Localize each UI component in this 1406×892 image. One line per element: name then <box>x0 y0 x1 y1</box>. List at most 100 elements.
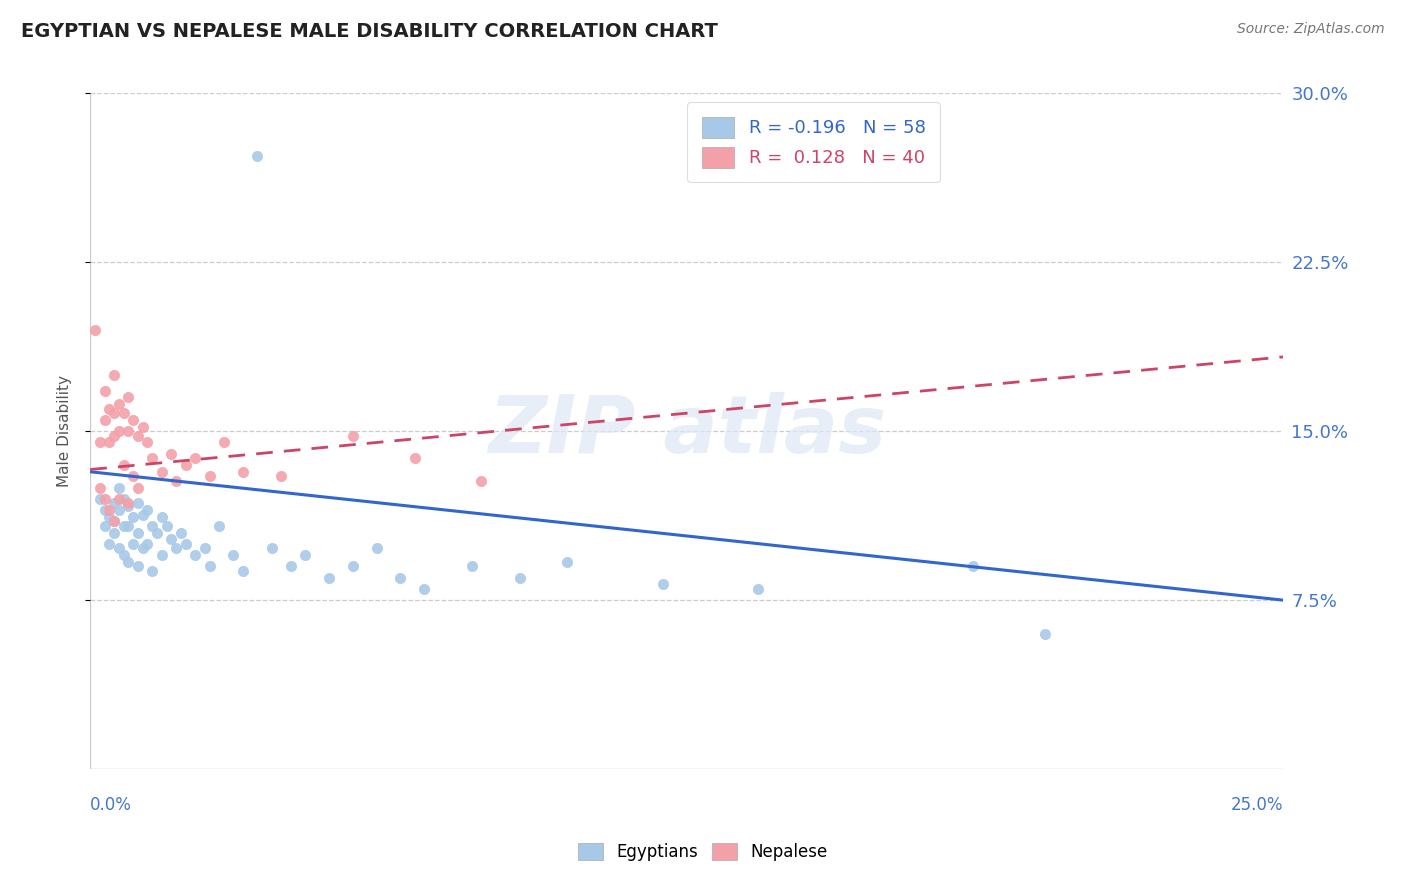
Point <box>93 384 115 398</box>
Point <box>108 503 131 517</box>
Point <box>184 548 207 562</box>
Point <box>184 451 207 466</box>
Point <box>160 447 183 461</box>
Point <box>366 541 388 556</box>
Point <box>103 428 125 442</box>
Point <box>155 518 177 533</box>
Point <box>103 406 125 420</box>
Point <box>222 548 245 562</box>
Point <box>108 424 131 438</box>
Point <box>413 582 436 596</box>
Point <box>132 541 155 556</box>
Text: Source: ZipAtlas.com: Source: ZipAtlas.com <box>1237 22 1385 37</box>
Point <box>112 458 135 472</box>
Point <box>557 555 579 569</box>
Point <box>389 571 412 585</box>
Point <box>117 518 139 533</box>
Point <box>93 491 115 506</box>
Point <box>174 458 197 472</box>
Point <box>103 514 125 528</box>
Point <box>1033 627 1056 641</box>
Point <box>122 509 145 524</box>
Point <box>84 323 107 337</box>
Point <box>198 469 221 483</box>
Point <box>103 525 125 540</box>
Point <box>962 559 984 574</box>
Point <box>98 509 121 524</box>
Point <box>112 406 135 420</box>
Point <box>93 518 115 533</box>
Point <box>108 481 131 495</box>
Point <box>146 525 169 540</box>
Point <box>342 559 364 574</box>
Legend: Egyptians, Nepalese: Egyptians, Nepalese <box>572 836 834 868</box>
Point <box>132 419 155 434</box>
Point <box>117 496 139 510</box>
Point <box>93 503 115 517</box>
Point <box>117 555 139 569</box>
Point <box>461 559 484 574</box>
Point <box>117 424 139 438</box>
Point <box>127 428 149 442</box>
Point <box>318 571 340 585</box>
Point <box>141 451 163 466</box>
Point <box>194 541 217 556</box>
Point <box>93 413 115 427</box>
Point <box>122 413 145 427</box>
Point <box>270 469 292 483</box>
Point <box>108 541 131 556</box>
Point <box>160 533 183 547</box>
Point <box>98 537 121 551</box>
Point <box>150 509 173 524</box>
Point <box>404 451 426 466</box>
Text: EGYPTIAN VS NEPALESE MALE DISABILITY CORRELATION CHART: EGYPTIAN VS NEPALESE MALE DISABILITY COR… <box>21 22 718 41</box>
Point <box>165 541 187 556</box>
Legend: R = -0.196   N = 58, R =  0.128   N = 40: R = -0.196 N = 58, R = 0.128 N = 40 <box>688 103 941 182</box>
Point <box>127 496 149 510</box>
Point <box>89 435 111 450</box>
Y-axis label: Male Disability: Male Disability <box>58 376 72 487</box>
Point <box>170 525 193 540</box>
Point <box>294 548 316 562</box>
Point <box>108 397 131 411</box>
Point <box>150 465 173 479</box>
Point <box>89 491 111 506</box>
Point <box>470 474 492 488</box>
Text: ZIP atlas: ZIP atlas <box>488 392 886 470</box>
Point <box>260 541 283 556</box>
Point <box>651 577 673 591</box>
Point <box>150 548 173 562</box>
Point <box>342 428 364 442</box>
Point <box>127 525 149 540</box>
Point <box>103 496 125 510</box>
Point <box>108 491 131 506</box>
Point <box>280 559 302 574</box>
Point <box>232 564 254 578</box>
Point <box>246 149 269 163</box>
Point <box>127 559 149 574</box>
Point <box>132 508 155 522</box>
Point <box>117 391 139 405</box>
Point <box>165 474 187 488</box>
Point <box>98 435 121 450</box>
Point <box>122 469 145 483</box>
Point <box>112 518 135 533</box>
Point <box>208 518 231 533</box>
Point <box>112 548 135 562</box>
Point <box>747 582 769 596</box>
Point <box>212 435 235 450</box>
Point <box>136 435 159 450</box>
Text: 25.0%: 25.0% <box>1230 797 1284 814</box>
Point <box>117 499 139 513</box>
Point <box>141 564 163 578</box>
Point <box>112 491 135 506</box>
Point <box>509 571 531 585</box>
Point <box>141 518 163 533</box>
Point <box>122 537 145 551</box>
Point <box>89 481 111 495</box>
Point <box>98 401 121 416</box>
Point <box>232 465 254 479</box>
Point <box>103 514 125 528</box>
Point <box>198 559 221 574</box>
Point <box>174 537 197 551</box>
